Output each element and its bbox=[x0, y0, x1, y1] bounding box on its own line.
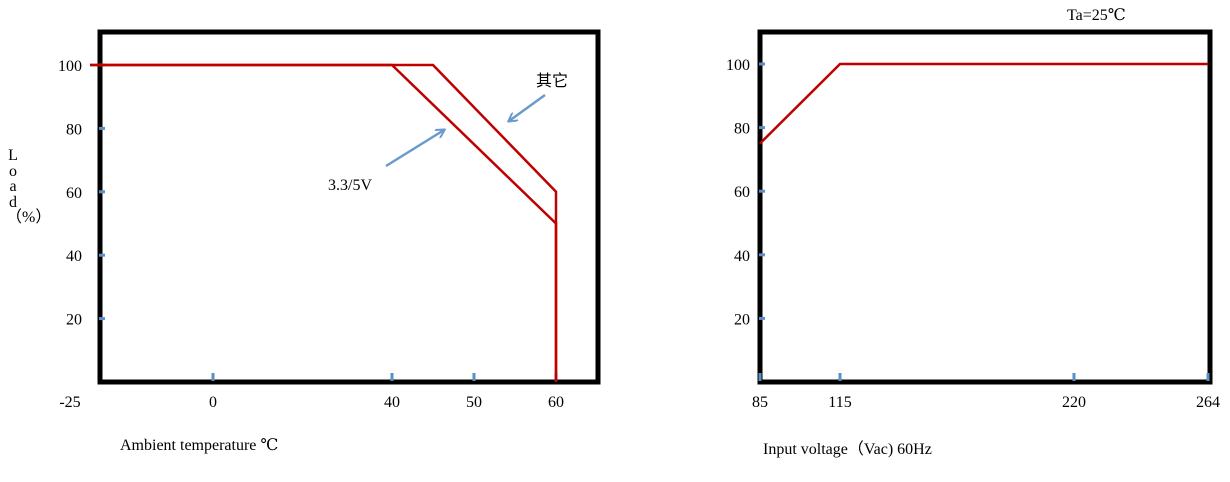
right-ytick-label: 80 bbox=[734, 121, 750, 138]
left-y-axis-label: Load（%） bbox=[6, 147, 52, 226]
annotation-other: 其它 bbox=[536, 72, 568, 90]
left-ytick-label: 60 bbox=[66, 185, 82, 202]
left-xtick-label: 40 bbox=[384, 394, 400, 411]
temperature-derating-chart: 20 40 60 80 100 -25 0 40 50 60 其它 3.3/5V bbox=[58, 29, 601, 411]
left-x-axis-label: Ambient temperature ℃ bbox=[120, 437, 279, 454]
right-xtick-label: 85 bbox=[752, 394, 768, 411]
right-xtick-label: 264 bbox=[1196, 394, 1220, 411]
left-xtick-label: -25 bbox=[59, 394, 80, 411]
left-ytick-label: 20 bbox=[66, 312, 82, 329]
right-xtick-label: 115 bbox=[828, 394, 851, 411]
left-plot-frame bbox=[97, 29, 601, 385]
input-voltage-curve bbox=[759, 62, 1208, 145]
left-ytick-label: 80 bbox=[66, 121, 82, 138]
arrow-other bbox=[509, 93, 546, 121]
right-ytick-label: 20 bbox=[734, 311, 750, 328]
series-line-3.3/5V bbox=[90, 63, 558, 382]
input-voltage-derating-chart: 20 40 60 80 100 85 115 220 264 Ta=25℃ bbox=[726, 7, 1220, 411]
left-xtick-label: 0 bbox=[209, 394, 217, 411]
ambient-condition-label: Ta=25℃ bbox=[1067, 7, 1126, 24]
right-ytick-label: 60 bbox=[734, 184, 750, 201]
annotation-3.3-5v: 3.3/5V bbox=[328, 177, 372, 194]
right-x-axis-label: Input voltage（Vac) 60Hz bbox=[763, 441, 932, 458]
right-plot-frame bbox=[757, 29, 1213, 385]
left-xtick-label: 60 bbox=[548, 394, 564, 411]
right-ytick-label: 100 bbox=[726, 57, 750, 74]
right-xtick-label: 220 bbox=[1062, 394, 1086, 411]
arrow-3.3-5v bbox=[385, 130, 444, 168]
left-ytick-label: 100 bbox=[58, 58, 82, 75]
left-ytick-label: 40 bbox=[66, 248, 82, 265]
right-ytick-label: 40 bbox=[734, 248, 750, 265]
series-line-其它 bbox=[90, 63, 558, 382]
left-xtick-label: 50 bbox=[466, 394, 482, 411]
